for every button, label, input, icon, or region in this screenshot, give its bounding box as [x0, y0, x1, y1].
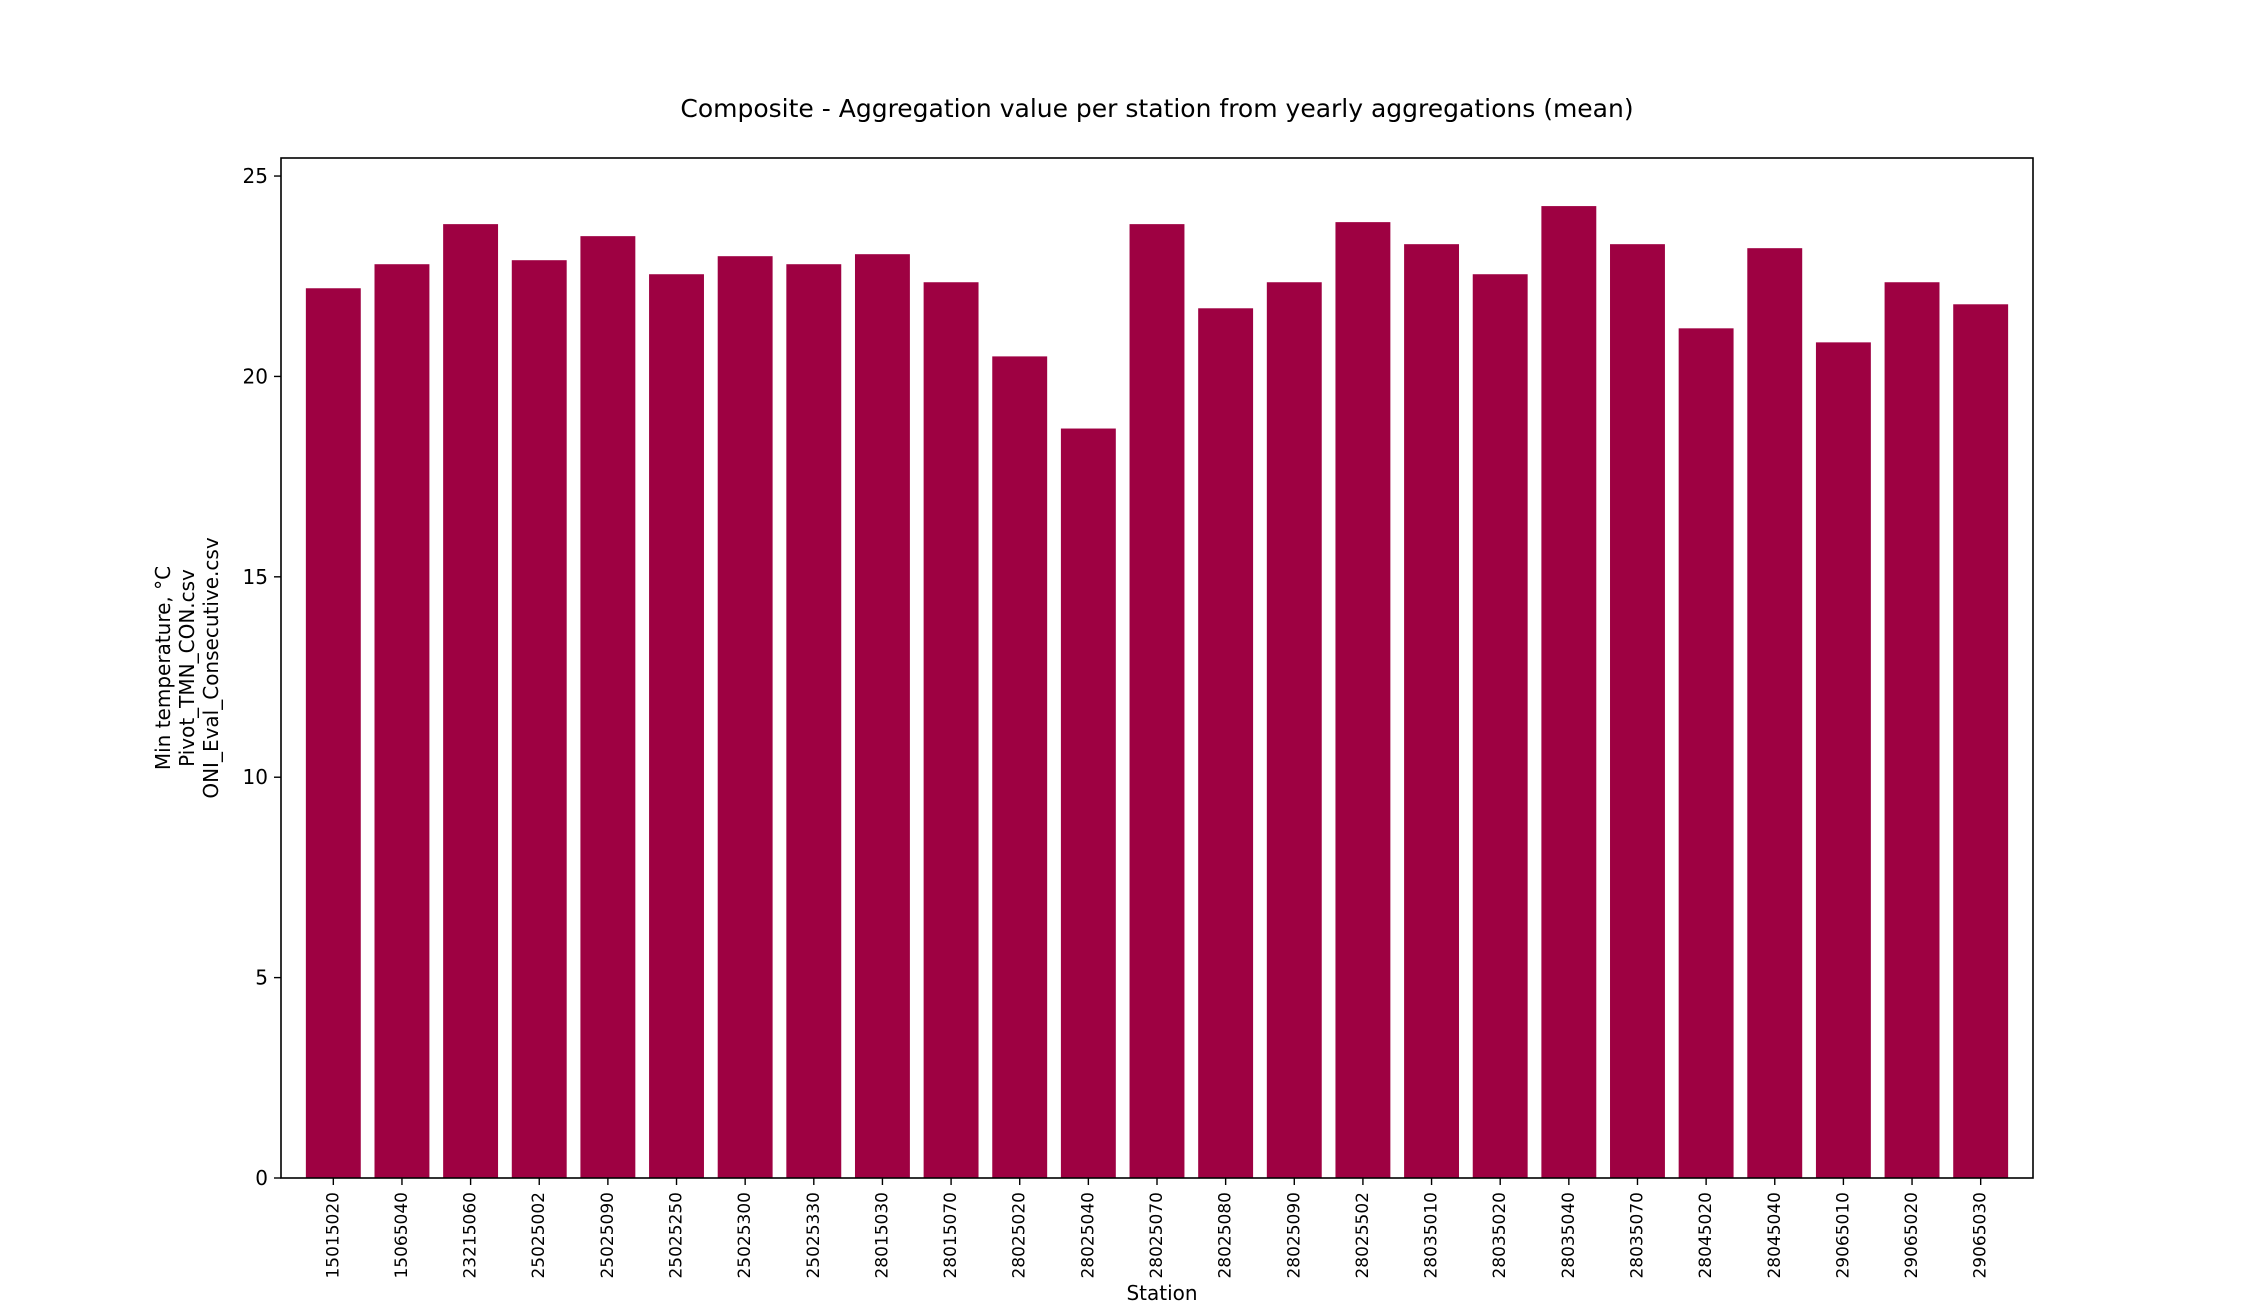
x-tick-label: 15065040: [392, 1192, 412, 1279]
x-tick-label: 25025330: [804, 1192, 824, 1279]
x-tick-label: 28035010: [1422, 1192, 1442, 1279]
x-tick-label: 28045040: [1765, 1192, 1785, 1279]
bar-28015030: [854, 254, 910, 1178]
bar-25025330: [786, 264, 842, 1179]
bar-28035070: [1610, 244, 1665, 1179]
bar-28025070: [1129, 224, 1185, 1178]
x-tick-label: 28025040: [1078, 1192, 1098, 1279]
bar-25025002: [511, 260, 567, 1178]
bar-28035020: [1472, 274, 1528, 1179]
x-tick-label: 25025002: [529, 1192, 549, 1279]
x-axis: 15015020 15065040 23215060 25025002 25025090…: [323, 1178, 1991, 1279]
plot-frame: [280, 157, 2034, 1179]
bar-28035010: [1404, 244, 1460, 1179]
bar-28045020: [1678, 328, 1734, 1179]
bar-28025020: [992, 356, 1048, 1178]
x-tick-label: 28015030: [872, 1192, 892, 1279]
bar-28025090: [1266, 282, 1322, 1178]
bar-29065020: [1884, 282, 1940, 1178]
x-tick-label: 15015020: [323, 1192, 343, 1279]
y-tick-label: 5: [255, 966, 268, 990]
x-axis-label: Station: [1126, 1281, 1197, 1305]
bar-28035040: [1541, 206, 1597, 1179]
x-tick-label: 29065020: [1902, 1192, 1922, 1279]
y-axis-label: Min temperature, °C Pivot_TMN_CON.csv ONI_…: [151, 537, 223, 798]
bar-23215060: [443, 224, 499, 1178]
y-tick-label: 10: [243, 765, 268, 789]
x-tick-label: 28035040: [1559, 1192, 1579, 1279]
y-axis: 0 5 10 15 20 25: [243, 164, 281, 1190]
bar-15015020: [305, 288, 361, 1178]
y-tick-label: 0: [255, 1166, 268, 1190]
bar-25025090: [580, 236, 636, 1178]
bar-29065010: [1815, 342, 1871, 1178]
x-tick-label: 25025090: [598, 1192, 618, 1279]
x-tick-label: 28035070: [1627, 1192, 1647, 1279]
x-tick-label: 28045020: [1696, 1192, 1716, 1279]
bar-28015070: [923, 282, 979, 1178]
bar-28045040: [1747, 248, 1803, 1178]
chart-title: Composite - Aggregation value per statio…: [680, 94, 1633, 123]
bar-28025040: [1060, 428, 1116, 1178]
y-axis-label-line: Pivot_TMN_CON.csv: [175, 569, 199, 767]
bar-15065040: [374, 264, 430, 1179]
x-tick-label: 29065030: [1971, 1192, 1991, 1279]
y-tick-label: 20: [243, 364, 268, 388]
x-tick-label: 25025300: [735, 1192, 755, 1279]
bar-25025300: [717, 256, 773, 1178]
y-tick-label: 25: [243, 164, 268, 188]
y-axis-label-line: Min temperature, °C: [151, 566, 175, 770]
x-tick-label: 29065010: [1833, 1192, 1853, 1279]
x-tick-label: 28025070: [1147, 1192, 1167, 1279]
bar-29065030: [1953, 304, 2009, 1178]
x-tick-label: 28035020: [1490, 1192, 1510, 1279]
x-tick-label: 28025020: [1010, 1192, 1030, 1279]
y-axis-label-line: ONI_Eval_Consecutive.csv: [199, 537, 223, 798]
bars-layer: [305, 206, 2009, 1179]
x-tick-label: 23215060: [461, 1192, 481, 1279]
x-tick-label: 25025250: [667, 1192, 687, 1279]
bar-28025080: [1198, 308, 1254, 1178]
x-tick-label: 28025080: [1216, 1192, 1236, 1279]
x-tick-label: 28015070: [941, 1192, 961, 1279]
x-tick-label: 28025502: [1353, 1192, 1373, 1279]
y-tick-label: 15: [243, 565, 268, 589]
x-tick-label: 28025090: [1284, 1192, 1304, 1279]
bar-28025502: [1335, 222, 1391, 1178]
bar-25025250: [649, 274, 704, 1179]
